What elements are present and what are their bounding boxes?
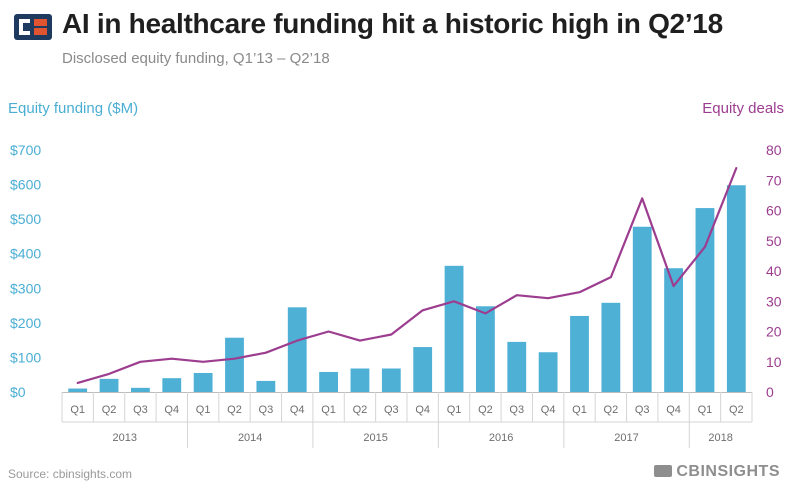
funding-bar: [68, 388, 88, 392]
left-tick-label: $200: [10, 315, 41, 331]
funding-bar: [570, 315, 589, 392]
left-axis-title: Equity funding ($M): [8, 100, 139, 117]
year-tick-label: 2017: [614, 432, 638, 444]
chart-subtitle: Disclosed equity funding, Q1’13 – Q2’18: [62, 50, 330, 67]
right-tick-label: 60: [766, 203, 782, 219]
funding-bars: [68, 185, 746, 392]
quarter-tick-label: Q2: [478, 404, 493, 416]
deals-line-layer: [76, 167, 738, 384]
quarter-tick-label: Q2: [604, 404, 619, 416]
funding-bar: [413, 347, 433, 392]
left-axis-ticks: $0 $100 $200 $300 $400 $500 $600 $700: [10, 142, 41, 400]
quarter-tick-label: Q1: [447, 404, 462, 416]
right-tick-label: 70: [766, 172, 782, 188]
quarter-tick-label: Q3: [259, 404, 274, 416]
quarter-tick-label: Q3: [635, 404, 650, 416]
quarter-tick-label: Q4: [666, 404, 681, 416]
quarter-tick-label: Q2: [102, 404, 117, 416]
deals-line: [76, 167, 738, 384]
year-tick-label: 2018: [708, 432, 732, 444]
quarter-tick-label: Q4: [415, 404, 430, 416]
funding-bar: [632, 226, 652, 392]
quarter-tick-label: Q4: [541, 404, 556, 416]
left-tick-label: $700: [10, 142, 41, 158]
brand-mark-icon: [654, 465, 673, 477]
right-axis-title: Equity deals: [702, 100, 784, 117]
x-axis: Q1 Q2 Q3 Q4 Q1 Q2 Q3 Q4 Q1 Q2 Q3 Q4 Q1 Q2 Q3 Q4 Q1 Q2 Q3 Q4…: [61, 392, 753, 448]
quarter-tick-label: Q3: [133, 404, 148, 416]
brand-name: CBINSIGHTS: [676, 463, 780, 480]
funding-bar: [193, 372, 213, 392]
funding-bar: [695, 208, 715, 392]
funding-bar: [287, 307, 307, 392]
year-tick-label: 2013: [112, 432, 136, 444]
funding-bar: [538, 352, 558, 392]
funding-bar: [664, 268, 683, 392]
right-tick-label: 10: [766, 354, 782, 370]
quarter-tick-label: Q1: [698, 404, 713, 416]
left-tick-label: $400: [10, 246, 41, 262]
left-tick-label: $0: [10, 384, 26, 400]
funding-bar: [444, 265, 464, 392]
funding-bar: [162, 378, 182, 392]
cb-insights-logo: [14, 14, 52, 40]
funding-bar: [350, 368, 370, 392]
year-tick-label: 2014: [238, 432, 262, 444]
funding-bar: [225, 337, 244, 392]
quarter-tick-label: Q1: [70, 404, 85, 416]
quarter-tick-label: Q3: [509, 404, 524, 416]
quarter-tick-label: Q3: [384, 404, 399, 416]
quarter-tick-label: Q4: [290, 404, 305, 416]
right-tick-label: 20: [766, 324, 782, 340]
right-tick-label: 80: [766, 142, 782, 158]
right-axis-ticks: 0 10 20 30 40 50 60 70 80: [766, 142, 782, 400]
funding-bar: [726, 185, 746, 392]
right-tick-label: 30: [766, 293, 782, 309]
left-tick-label: $300: [10, 280, 41, 296]
left-tick-label: $600: [10, 177, 41, 193]
quarter-tick-label: Q2: [353, 404, 368, 416]
funding-bar: [319, 371, 338, 392]
left-tick-label: $100: [10, 349, 41, 365]
chart-title: AI in healthcare funding hit a historic …: [62, 8, 723, 39]
right-tick-label: 40: [766, 263, 782, 279]
funding-bar: [381, 368, 401, 392]
quarter-tick-label: Q4: [164, 404, 179, 416]
funding-bar: [507, 341, 527, 392]
quarter-tick-label: Q1: [196, 404, 211, 416]
right-tick-label: 50: [766, 233, 782, 249]
quarter-tick-label: Q1: [321, 404, 336, 416]
funding-bar: [476, 306, 495, 392]
source-note: Source: cbinsights.com: [8, 467, 133, 481]
left-tick-label: $500: [10, 211, 41, 227]
brand-wordmark: CBINSIGHTS: [654, 463, 780, 481]
year-tick-label: 2016: [489, 432, 513, 444]
right-tick-label: 0: [766, 384, 774, 400]
funding-bar: [256, 380, 276, 392]
quarter-tick-label: Q1: [572, 404, 587, 416]
quarter-tick-label: Q2: [729, 404, 744, 416]
funding-bar: [99, 378, 119, 392]
year-tick-label: 2015: [363, 432, 387, 444]
quarter-tick-label: Q2: [227, 404, 242, 416]
funding-bar: [601, 302, 621, 392]
funding-bar: [131, 387, 150, 392]
